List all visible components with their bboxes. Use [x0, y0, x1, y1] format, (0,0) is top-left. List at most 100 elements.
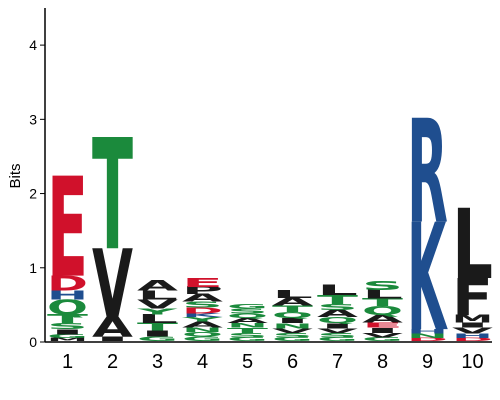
logo-letter: N — [407, 333, 448, 340]
logo-letter: V — [92, 229, 133, 339]
logo-letter: I — [452, 321, 493, 329]
logo-letter: Y — [181, 316, 223, 323]
x-tick-label: 4 — [197, 351, 208, 373]
letter-stacks: MGISTQHDEIAVTGITLYVLAGQNAYKDSAPEGSTNAQSG… — [47, 90, 494, 364]
y-tick-label: 4 — [29, 37, 37, 53]
logo-letter: G — [317, 336, 358, 342]
logo-letter: T — [362, 297, 404, 309]
x-tick-label: 1 — [62, 351, 73, 373]
x-tick-label: 6 — [287, 351, 298, 373]
logo-letter: A — [182, 292, 224, 304]
logo-letter: G — [272, 336, 313, 342]
logo-letter: H — [452, 333, 493, 340]
logo-letter: Q — [317, 316, 358, 325]
logo-letter: Q — [362, 304, 403, 318]
logo-letter: T — [137, 321, 179, 333]
logo-letter: Q — [272, 311, 313, 320]
logo-letter: S — [362, 279, 403, 293]
y-tick-label: 3 — [29, 111, 37, 127]
logo-letter: Y — [136, 307, 178, 316]
logo-letter: T — [272, 304, 314, 315]
logo-letter: R — [407, 90, 448, 256]
y-tick-label: 1 — [29, 260, 37, 276]
logo-letter: D — [47, 272, 88, 296]
logo-letter: S — [317, 332, 358, 339]
logo-letter: S — [182, 300, 223, 310]
logo-letter: A — [182, 320, 224, 329]
logo-letter: M — [47, 337, 88, 342]
x-tick-label: 7 — [332, 351, 343, 373]
logo-letter: S — [227, 307, 268, 315]
logo-letter: I — [272, 317, 313, 325]
logo-letter: Q — [47, 296, 88, 320]
logo-letter: A — [92, 311, 133, 343]
logo-letter: M — [452, 313, 493, 325]
logo-letter: S — [272, 332, 313, 339]
logo-letter: Q — [227, 312, 268, 319]
logo-letter: S — [47, 322, 88, 332]
logo-letter: E — [47, 149, 88, 308]
logo-letter: V — [317, 327, 358, 334]
logo-letter: T — [227, 326, 268, 334]
logo-letter: G — [47, 333, 88, 339]
logo-letter: D — [452, 337, 493, 342]
y-tick-label: 0 — [29, 334, 37, 350]
logo-letter: A — [272, 296, 314, 308]
logo-letter: L — [137, 288, 178, 302]
y-axis-label: Bits — [7, 163, 24, 188]
logo-letter: N — [182, 327, 223, 334]
x-tick-label: 9 — [422, 351, 433, 373]
logo-letter: N — [272, 322, 313, 330]
logo-letter: F — [452, 268, 493, 327]
logo-letter: L — [362, 287, 403, 301]
logo-letter: E — [362, 321, 403, 329]
logo-letter: A — [317, 308, 359, 320]
logo-letter: A — [137, 278, 178, 295]
x-ticks: 1 2 3 4 5 6 7 8 9 10 — [62, 351, 484, 373]
x-tick-label: 10 — [461, 351, 483, 373]
logo-letter: V — [362, 332, 403, 339]
logo-letter: G — [182, 336, 223, 343]
logo-letter: L — [272, 288, 313, 300]
logo-letter: S — [317, 302, 358, 312]
logo-letter: H — [47, 288, 88, 302]
chart-axes — [44, 8, 492, 343]
y-ticks: 0 1 2 3 4 — [29, 37, 45, 350]
logo-letter: P — [182, 285, 223, 297]
logo-letter: L — [317, 282, 358, 298]
logo-letter: G — [227, 303, 268, 310]
logo-letter: G — [137, 336, 178, 343]
logo-letter: K — [182, 313, 223, 319]
logo-letter: L — [452, 190, 493, 302]
logo-letter: Q — [182, 331, 223, 338]
logo-letter: E — [182, 276, 223, 290]
logo-letter: V — [137, 297, 178, 311]
logo-letter: I — [362, 326, 403, 334]
logo-letter: I — [317, 322, 358, 330]
logo-letter: I — [137, 329, 178, 338]
logo-letter: S — [227, 332, 268, 339]
logo-letter: H — [407, 328, 448, 335]
logo-letter: K — [407, 193, 448, 364]
x-tick-label: 8 — [377, 351, 388, 373]
logo-letter: I — [92, 335, 133, 342]
logo-letter: V — [452, 326, 494, 335]
logo-letter: T — [317, 293, 359, 307]
logo-letter: V — [272, 327, 313, 334]
logo-letter: T — [92, 107, 133, 285]
y-tick-label: 2 — [29, 186, 37, 202]
logo-letter: I — [47, 328, 88, 336]
x-tick-label: 5 — [242, 351, 253, 373]
logo-letter: G — [362, 336, 403, 342]
logo-letter: D — [182, 306, 223, 315]
